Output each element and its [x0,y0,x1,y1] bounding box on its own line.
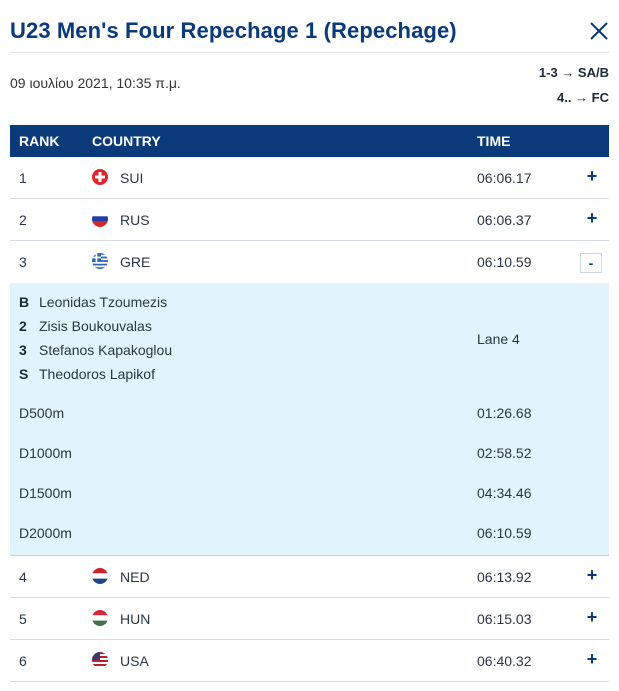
expand-button[interactable]: + [586,166,598,186]
column-header-rank: RANK [19,133,60,149]
time-cell: 06:15.03 [477,611,532,627]
split-time: 06:10.59 [477,525,532,541]
crew-position: S [19,366,29,382]
table-header: RANK COUNTRY TIME [10,125,609,157]
crew-name: Leonidas Tzoumezis [39,294,168,310]
rank-cell: 2 [19,212,27,228]
column-header-country: COUNTRY [92,133,161,149]
country-cell: NED [120,569,150,585]
table-row[interactable]: 1 SUI 06:06.17 + [10,157,609,199]
crew-position: 3 [19,342,27,358]
time-cell: 06:06.37 [477,212,532,228]
crew-name: Zisis Boukouvalas [39,318,152,334]
rank-cell: 1 [19,170,27,186]
results-table: RANK COUNTRY TIME 1 SUI 06:06.17 + 2 RUS… [10,125,609,682]
expanded-details: B Leonidas Tzoumezis 2 Zisis Boukouvalas 3… [10,283,609,556]
crew-member: 3 Stefanos Kapakoglou [19,342,172,358]
russia-flag-icon [92,211,108,227]
progression-rule: 1-3 → SA/B [538,65,609,80]
table-row[interactable]: 5 HUN 06:15.03 + [10,598,609,640]
split-distance: D2000m [19,525,72,541]
expand-button[interactable]: + [586,565,598,585]
country-cell: RUS [120,212,150,228]
close-icon [590,22,608,40]
crew-position: 2 [19,318,27,334]
expand-button[interactable]: + [586,607,598,627]
close-button[interactable] [588,20,610,42]
crew-position: B [19,294,30,310]
expand-button[interactable]: + [586,208,598,228]
table-row[interactable]: 6 USA 06:40.32 + [10,640,609,682]
split-time: 01:26.68 [477,405,532,421]
progression-rule: 4.. → FC [556,90,609,105]
crew-name: Theodoros Lapikof [39,366,155,382]
expand-button[interactable]: + [586,649,598,669]
country-cell: HUN [120,611,151,627]
header-divider [10,52,609,53]
time-cell: 06:06.17 [477,170,532,186]
time-cell: 06:10.59 [477,254,532,270]
country-cell: GRE [120,254,151,270]
rank-cell: 5 [19,611,27,627]
netherlands-flag-icon [92,568,108,584]
race-date: 09 ιουλίου 2021, 10:35 π.μ. [10,75,181,91]
switzerland-flag-icon [92,169,108,185]
crew-member: 2 Zisis Boukouvalas [19,318,152,334]
table-row[interactable]: 2 RUS 06:06.37 + [10,199,609,241]
split-time: 02:58.52 [477,445,532,461]
split-distance: D1500m [19,485,72,501]
rank-cell: 3 [19,254,27,270]
crew-name: Stefanos Kapakoglou [39,342,173,358]
hungary-flag-icon [92,610,108,626]
rank-cell: 4 [19,569,27,585]
country-cell: SUI [120,170,144,186]
crew-member: S Theodoros Lapikof [19,366,155,382]
usa-flag-icon [92,652,108,668]
country-cell: USA [120,653,149,669]
lane-label: Lane 4 [477,331,520,347]
time-cell: 06:13.92 [477,569,532,585]
page-title: U23 Men's Four Repechage 1 (Repechage) [10,18,457,43]
rank-cell: 6 [19,653,27,669]
split-distance: D1000m [19,445,72,461]
split-distance: D500m [19,405,65,421]
crew-member: B Leonidas Tzoumezis [19,294,167,310]
split-time: 04:34.46 [477,485,532,501]
greece-flag-icon [92,253,108,269]
column-header-time: TIME [477,133,511,149]
table-row[interactable]: 3 GRE 06:10.59 - [10,241,609,283]
collapse-button[interactable]: - [580,253,602,273]
time-cell: 06:40.32 [477,653,532,669]
table-row[interactable]: 4 NED 06:13.92 + [10,556,609,598]
